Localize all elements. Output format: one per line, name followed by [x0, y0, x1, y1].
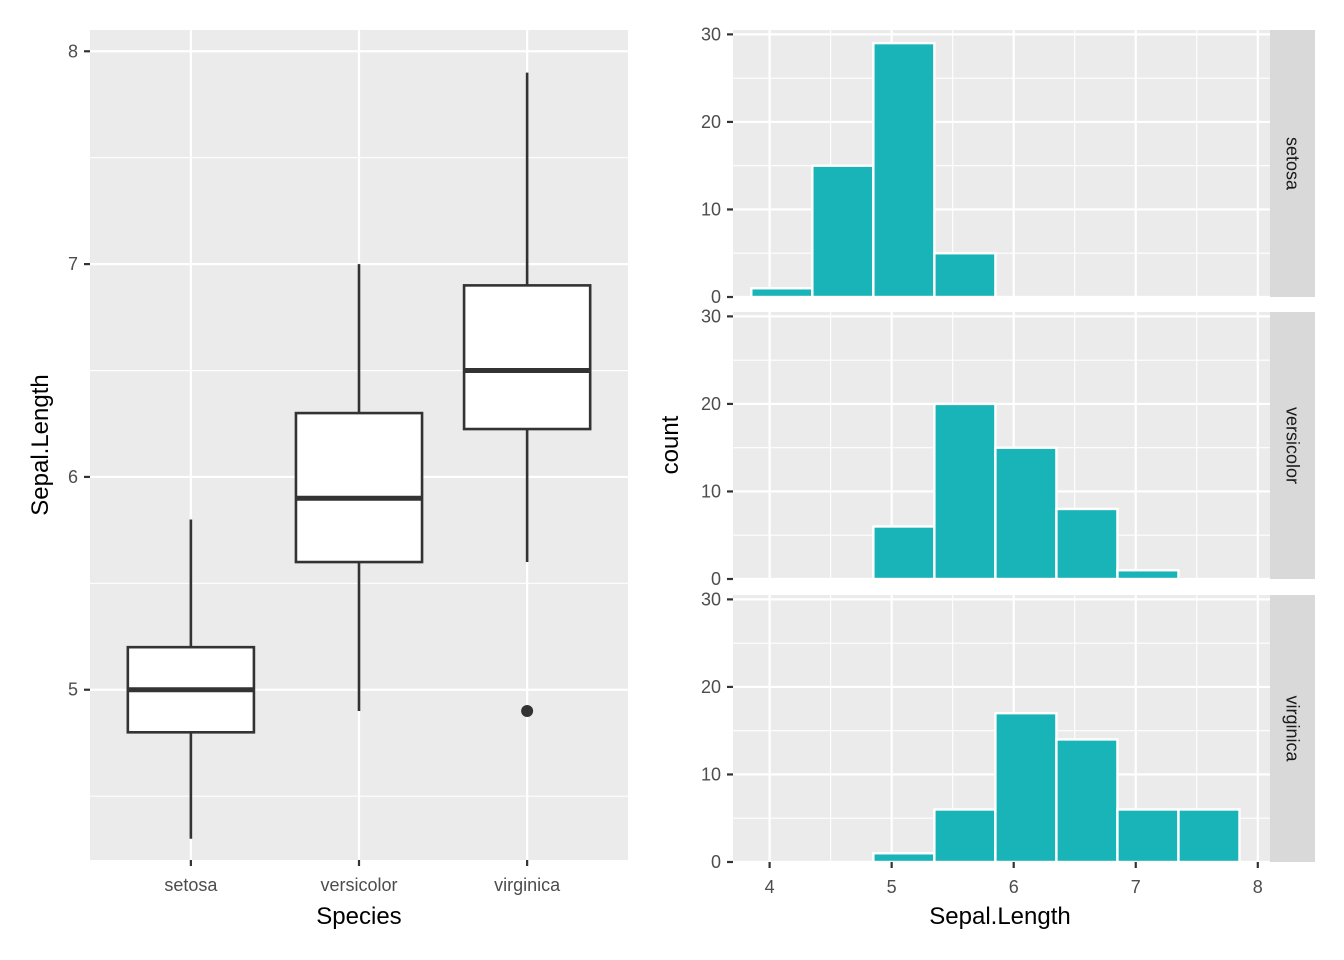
histogram-x-axis-title: Sepal.Length	[929, 903, 1070, 930]
boxplot-x-axis: setosa versicolor virginica	[164, 860, 561, 895]
histogram-y-tick-label: 0	[711, 569, 721, 589]
histogram-x-tick-label: 6	[1009, 877, 1019, 897]
histogram-facet-setosa: 0 10 20 30 setosa	[701, 24, 1315, 307]
box-iqr	[294, 411, 424, 564]
histogram-bar	[872, 525, 936, 581]
histogram-bar	[1055, 507, 1119, 581]
histogram-bar	[1055, 738, 1119, 864]
facet-strip-label: setosa	[1283, 137, 1303, 191]
histogram-y-tick-label: 0	[711, 287, 721, 307]
histogram-x-axis: 4 5 6 7 8	[765, 862, 1263, 897]
boxplot-y-tick-label: 7	[68, 254, 78, 274]
boxplot-marks	[126, 72, 592, 839]
box-setosa	[126, 519, 256, 839]
facet-strip-label: versicolor	[1283, 407, 1303, 484]
facet-strip	[1270, 312, 1315, 579]
boxplot-y-axis: 5 6 7 8	[68, 41, 90, 700]
box-iqr	[462, 284, 592, 431]
histogram-bar	[933, 808, 997, 864]
histogram-y-tick-label: 30	[701, 589, 721, 609]
boxplot-y-tick-label: 5	[68, 680, 78, 700]
boxplot-panel: 5 6 7 8 setosa versicolor virginica Species S…	[27, 30, 628, 930]
histogram-bar	[994, 711, 1058, 864]
facet-strip-label: virginica	[1283, 695, 1303, 762]
histogram-y-tick-label: 20	[701, 112, 721, 132]
histogram-y-tick-label: 20	[701, 394, 721, 414]
histogram-x-tick-label: 4	[765, 877, 775, 897]
histogram-y-tick-label: 30	[701, 306, 721, 326]
histogram-bar	[1177, 808, 1241, 864]
histogram-x-tick-label: 7	[1131, 877, 1141, 897]
histogram-bar	[750, 287, 814, 299]
histogram-facet-virginica: 0 10 20 30 virginica	[701, 589, 1315, 872]
histogram-y-tick-label: 10	[701, 199, 721, 219]
histogram-y-tick-label: 10	[701, 481, 721, 501]
facet-strip	[1270, 595, 1315, 862]
box-outlier-point	[521, 705, 534, 718]
boxplot-y-tick-label: 8	[68, 41, 78, 61]
boxplot-y-tick-label: 6	[68, 467, 78, 487]
box-versicolor	[294, 264, 424, 712]
histogram-x-tick-label: 5	[887, 877, 897, 897]
boxplot-y-axis-title: Sepal.Length	[27, 374, 54, 515]
histogram-bar	[1116, 569, 1180, 581]
box-virginica	[462, 72, 592, 718]
histogram-bar	[933, 252, 997, 299]
histogram-panels: 0 10 20 30 setosa 0 10 20 30 versicolor 0 10 20 30 vir…	[657, 24, 1315, 930]
boxplot-x-tick-label: virginica	[494, 875, 561, 895]
facet-strip	[1270, 30, 1315, 297]
histogram-bar	[1116, 808, 1180, 864]
histogram-facets: 0 10 20 30 setosa 0 10 20 30 versicolor 0 10 20 30 vir…	[701, 24, 1315, 872]
histogram-y-tick-label: 0	[711, 852, 721, 872]
boxplot-x-tick-label: versicolor	[320, 875, 397, 895]
histogram-bar	[872, 852, 936, 864]
histogram-bar	[933, 402, 997, 581]
histogram-facet-versicolor: 0 10 20 30 versicolor	[701, 306, 1315, 589]
histogram-bar	[811, 164, 875, 299]
histogram-x-tick-label: 8	[1253, 877, 1263, 897]
histogram-y-axis-title: count	[657, 415, 684, 474]
boxplot-x-axis-title: Species	[316, 903, 401, 930]
histogram-bar	[994, 446, 1058, 581]
histogram-bar	[872, 41, 936, 299]
histogram-y-tick-label: 20	[701, 677, 721, 697]
boxplot-x-tick-label: setosa	[164, 875, 218, 895]
histogram-y-tick-label: 30	[701, 24, 721, 44]
histogram-y-tick-label: 10	[701, 764, 721, 784]
